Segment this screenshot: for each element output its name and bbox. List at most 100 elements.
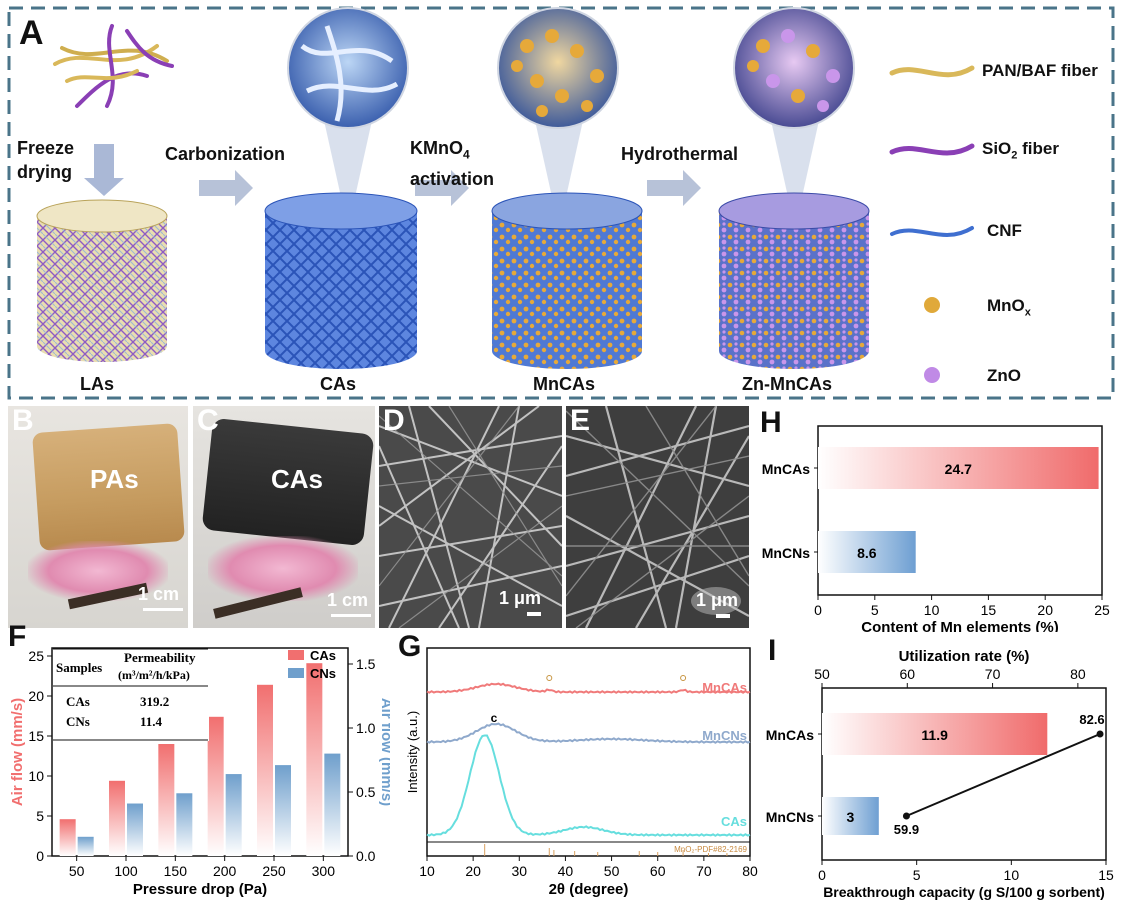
panel-a-figure bbox=[7, 6, 1115, 400]
raw-fibers-illustration bbox=[53, 24, 174, 108]
tick-label-i-top: 80 bbox=[1070, 666, 1086, 682]
tick-label-h: 5 bbox=[871, 602, 879, 618]
x-axis-label-g: 2θ (degree) bbox=[549, 881, 629, 898]
scale-b: 1 cm bbox=[138, 584, 180, 604]
category-label-h: MnCNs bbox=[762, 545, 810, 561]
bar-f-cas bbox=[59, 819, 76, 856]
curve-label-g: MnCNs bbox=[702, 728, 747, 743]
tick-label-i-top: 70 bbox=[985, 666, 1001, 682]
bar-f-cns bbox=[127, 803, 143, 856]
curve-label-g: MnCAs bbox=[702, 680, 747, 695]
label-mncas: MnCAs bbox=[533, 374, 595, 394]
tick-label-i-x: 10 bbox=[1004, 867, 1020, 883]
legend-sio2: SiO2 fiber bbox=[982, 139, 1059, 161]
legend-label-f-cas: CAs bbox=[310, 648, 336, 663]
legend-swatch-f-cas bbox=[288, 650, 304, 660]
step-kmno4-text: KMnO bbox=[410, 138, 463, 158]
znmncas-cylinder bbox=[718, 7, 870, 369]
panel-i-letter: I bbox=[768, 634, 777, 667]
bar-f-cns bbox=[176, 793, 193, 856]
data-label-i: 3 bbox=[847, 809, 855, 825]
panel-h-letter: H bbox=[760, 406, 782, 439]
reference-label-g: MnO₂-PDF#82-2169 bbox=[674, 845, 747, 854]
panel-c-photo: CAs 1 cm bbox=[193, 406, 375, 628]
bar-f-cas bbox=[158, 744, 175, 856]
scale-bar-c bbox=[331, 614, 371, 617]
curve-g-mncas bbox=[426, 682, 751, 694]
curve-label-g: CAs bbox=[721, 814, 747, 829]
flower-c bbox=[208, 536, 358, 601]
tick-label-f-yl: 5 bbox=[36, 808, 44, 824]
category-label-i: MnCNs bbox=[766, 809, 814, 825]
data-label-h: 8.6 bbox=[857, 545, 877, 561]
tick-label-h: 0 bbox=[814, 602, 822, 618]
category-label-i: MnCAs bbox=[766, 727, 814, 743]
category-label-h: MnCAs bbox=[762, 461, 810, 477]
panel-a: A Freeze drying Carbonization KMnO4 acti… bbox=[7, 6, 1115, 400]
scale-c: 1 cm bbox=[327, 590, 369, 610]
zno-icon bbox=[924, 367, 940, 383]
legend-sio2-suffix: fiber bbox=[1017, 139, 1059, 158]
step-kmno4-sub: 4 bbox=[463, 147, 470, 162]
scale-bar-b bbox=[143, 608, 183, 611]
label-znmncas: Zn-MnCAs bbox=[742, 374, 832, 394]
tick-label-f-x: 100 bbox=[114, 863, 138, 879]
tick-label-h: 20 bbox=[1037, 602, 1053, 618]
las-cylinder bbox=[36, 199, 168, 362]
annotation-c: c bbox=[491, 711, 498, 725]
mncas-cylinder bbox=[491, 7, 643, 369]
panel-g-chart: MnCAs MnCNs CAs c MnO₂-PDF#82-2169 10 20 30 40 50… bbox=[405, 647, 758, 898]
tick-label-i-top: 60 bbox=[899, 666, 915, 682]
panel-g-letter: G bbox=[398, 630, 422, 663]
tick-label-h: 25 bbox=[1094, 602, 1110, 618]
panel-c-letter: C bbox=[197, 404, 219, 437]
arrow-icon-3 bbox=[647, 170, 701, 206]
step-hydrothermal: Hydrothermal bbox=[621, 144, 739, 164]
tick-label-f-x: 250 bbox=[262, 863, 286, 879]
legend-cnf: CNF bbox=[987, 221, 1022, 240]
bar-f-cas bbox=[207, 716, 224, 856]
tick-label-f-yl: 20 bbox=[28, 688, 44, 704]
utilization-line-i bbox=[906, 733, 1101, 817]
panel-e-sem: 1 μm bbox=[566, 406, 749, 628]
data-label-i: 11.9 bbox=[921, 727, 948, 743]
tick-label-f-yl: 0 bbox=[36, 848, 44, 864]
pan-fiber-icon bbox=[889, 65, 975, 78]
tick-label-g: 70 bbox=[696, 863, 712, 879]
scale-d: 1 μm bbox=[499, 588, 542, 608]
utilization-label-i: 59.9 bbox=[894, 822, 919, 837]
panel-d-fibers bbox=[379, 406, 562, 628]
plot-frame-g bbox=[426, 647, 751, 857]
bar-f-cas bbox=[306, 663, 323, 856]
utilization-point-i bbox=[1096, 730, 1104, 738]
legend-mnox-sub: x bbox=[1024, 306, 1031, 319]
tick-label-h: 10 bbox=[924, 602, 940, 618]
tick-label-g: 80 bbox=[742, 863, 758, 879]
label-pas: PAs bbox=[90, 464, 139, 494]
panel-a-letter: A bbox=[19, 14, 44, 52]
panel-b-photo: PAs 1 cm bbox=[8, 406, 188, 628]
panel-f-chart: 50 100 150 200 250 300 0 5 10 15 20 25 0.0 0.5 1.0 1.5 P… bbox=[9, 647, 390, 898]
bar-i-mncas bbox=[822, 713, 1048, 755]
arrow-icon-1 bbox=[199, 170, 253, 206]
panel-b-letter: B bbox=[12, 404, 34, 437]
table-cell-value: 11.4 bbox=[140, 714, 163, 729]
down-arrow-icon bbox=[84, 144, 124, 196]
tick-label-i-top: 50 bbox=[814, 666, 830, 682]
tick-label-i-x: 15 bbox=[1098, 867, 1114, 883]
panel-d-letter: D bbox=[383, 404, 405, 437]
table-bg-f bbox=[53, 649, 209, 741]
bar-h-mncns bbox=[818, 531, 916, 573]
scale-e: 1 μm bbox=[696, 590, 739, 610]
curve-g-mncns bbox=[426, 722, 751, 744]
plot-frame-h bbox=[817, 425, 1103, 596]
tick-label-g: 60 bbox=[650, 863, 666, 879]
plot-frame-f bbox=[51, 647, 349, 857]
table-header-permeability: Permeability bbox=[124, 650, 196, 665]
top-axis-label-i: Utilization rate (%) bbox=[899, 650, 1030, 665]
panel-e-letter: E bbox=[570, 404, 591, 437]
legend-mnox: MnOx bbox=[987, 296, 1031, 318]
utilization-point-i bbox=[902, 812, 910, 820]
bar-f-cas bbox=[109, 780, 125, 856]
tick-label-g: 10 bbox=[419, 863, 435, 879]
